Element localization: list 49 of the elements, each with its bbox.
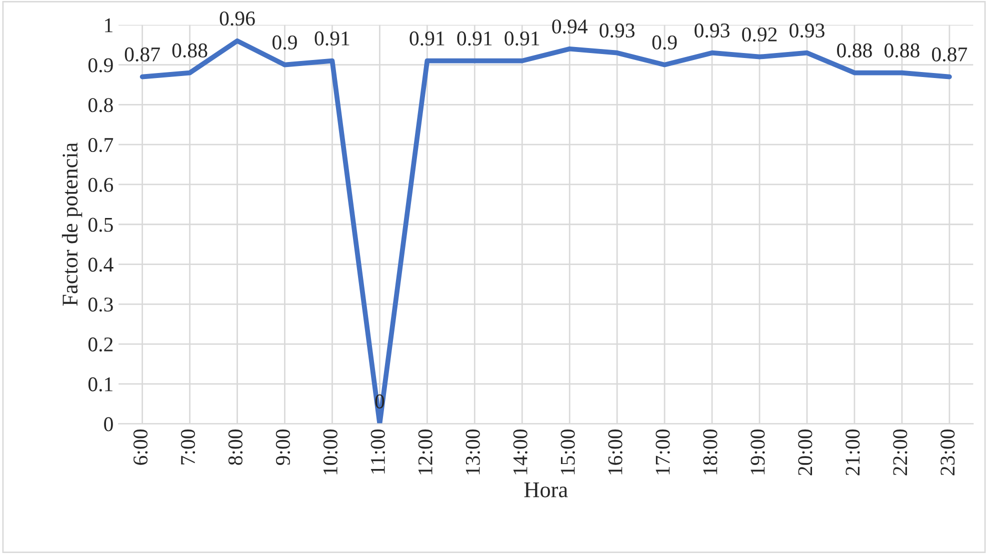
y-tick-label: 0	[104, 417, 113, 432]
data-label: 0.91	[504, 31, 540, 46]
data-label: 0.94	[552, 19, 588, 34]
x-tick-label: 9:00	[276, 429, 290, 466]
x-tick-label: 19:00	[750, 429, 765, 474]
data-label: 0.92	[742, 27, 777, 42]
y-tick-label: 0.7	[88, 138, 114, 152]
x-tick-label: 23:00	[940, 429, 955, 476]
x-tick-label: 15:00	[560, 429, 575, 474]
x-tick-label: 8:00	[228, 429, 243, 465]
x-tick-label: 20:00	[798, 429, 812, 476]
x-tick-label: 6:00	[133, 429, 148, 465]
x-tick-label: 11:00	[370, 429, 385, 474]
data-label: 0.9	[272, 35, 297, 50]
data-label: 0.88	[172, 43, 208, 58]
y-tick-label: 0.1	[88, 377, 112, 392]
y-tick-label: 0.6	[88, 178, 114, 192]
y-tick-label: 0.3	[88, 298, 113, 312]
x-tick-label: 14:00	[513, 429, 528, 474]
y-tick-label: 0.9	[88, 58, 113, 72]
data-label: 0.88	[884, 43, 920, 58]
x-tick-label: 22:00	[893, 429, 908, 476]
data-label: 0.91	[457, 31, 492, 46]
y-tick-label: 0.8	[88, 98, 113, 112]
x-tick-label: 10:00	[323, 429, 338, 474]
y-tick-label: 1	[105, 18, 112, 32]
x-tick-label: 12:00	[418, 429, 432, 474]
data-label: 0.87	[124, 47, 160, 62]
data-label: 0.91	[314, 31, 350, 46]
x-tick-label: 16:00	[608, 429, 622, 474]
data-label: 0.9	[652, 35, 677, 50]
x-tick-label: 18:00	[703, 429, 718, 474]
x-tick-label: 21:00	[846, 429, 860, 476]
x-tick-label: 17:00	[656, 429, 670, 474]
x-tick-label: 13:00	[466, 429, 480, 474]
data-label: 0.91	[410, 31, 444, 46]
y-tick-label: 0.2	[88, 337, 113, 352]
data-label: 0.87	[932, 47, 968, 62]
y-tick-label: 0.4	[88, 258, 114, 272]
y-tick-label: 0.5	[88, 218, 113, 232]
data-label: 0.88	[837, 43, 872, 58]
y-axis-title: Factor de potencia	[62, 142, 82, 306]
data-label: 0.93	[600, 23, 635, 38]
data-label: 0.96	[220, 11, 255, 26]
x-tick-label: 7:00	[180, 429, 196, 464]
data-label: 0.93	[694, 23, 730, 38]
data-label: 0	[375, 394, 384, 408]
data-label: 0.93	[790, 23, 824, 38]
x-axis-title: Hora	[524, 482, 568, 498]
